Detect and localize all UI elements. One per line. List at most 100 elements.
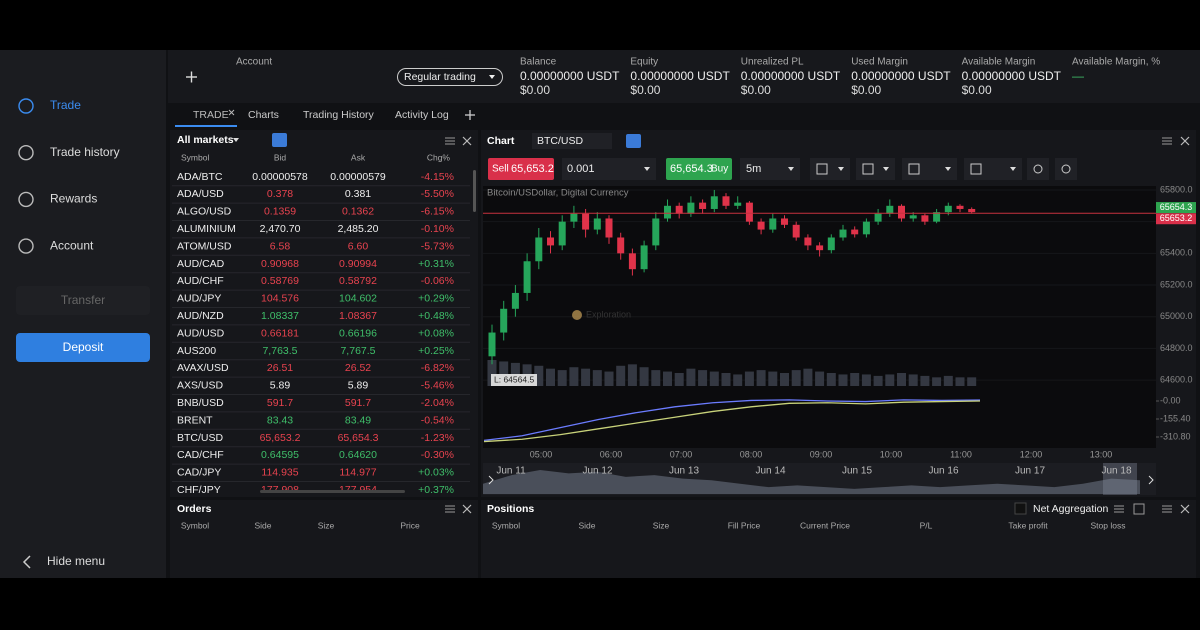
volume-bar: [780, 373, 789, 386]
volume-bar: [932, 377, 942, 386]
bid: 2,470.70: [260, 223, 301, 235]
volume-bar: [499, 361, 509, 386]
stat-value: 0.00000000 USDT: [962, 69, 1062, 83]
column-header: Current Price: [800, 520, 850, 530]
ask: 0.58792: [339, 275, 377, 287]
symbol: AUD/JPY: [177, 293, 221, 305]
ask: 0.1362: [342, 206, 374, 218]
candle-body: [582, 213, 590, 230]
nav-arrow: [1148, 475, 1154, 485]
y-tick-label: 65400.0: [1160, 248, 1193, 258]
buy-button[interactable]: [666, 158, 732, 180]
symbol: AVAX/USD: [177, 362, 229, 374]
tool-button[interactable]: [856, 158, 895, 180]
volume-bar: [920, 375, 930, 386]
tool-icon: [816, 163, 828, 175]
candle-body: [827, 237, 835, 251]
stat-label: Available Margin, %: [1072, 57, 1160, 68]
symbol-input[interactable]: [532, 133, 612, 149]
candle-body: [488, 332, 496, 357]
volume-bar: [826, 373, 836, 386]
x-tick-label: 07:00: [670, 449, 693, 459]
symbol: BTC/USD: [537, 135, 584, 147]
candle-body: [956, 205, 964, 209]
x-tick-label: 05:00: [530, 449, 553, 459]
volume-bar: [967, 377, 977, 386]
candle-body: [839, 229, 847, 238]
change: +0.31%: [418, 258, 454, 270]
bid: 0.64595: [261, 449, 299, 461]
column-header: Size: [318, 520, 335, 530]
bid: 83.43: [267, 414, 293, 426]
change: +0.03%: [418, 467, 454, 479]
stat-label: Available Margin: [962, 57, 1036, 68]
candle-body: [851, 229, 859, 235]
change: -4.15%: [421, 171, 454, 183]
candle-body: [874, 213, 882, 222]
sell-button[interactable]: [488, 158, 554, 180]
volume-bar: [861, 374, 871, 386]
caret: [1010, 167, 1016, 171]
bid: 0.90968: [261, 258, 299, 270]
volume-bar: [955, 377, 965, 386]
deposit-button[interactable]: [16, 333, 150, 362]
column-header: Size: [653, 520, 670, 530]
volume-bar: [581, 368, 591, 386]
checkbox[interactable]: [1014, 502, 1027, 515]
volume-bar: [627, 364, 637, 386]
link-icon[interactable]: [272, 133, 287, 147]
candle-body: [500, 308, 508, 333]
volume-bar: [908, 374, 918, 386]
volume-bar: [733, 374, 743, 386]
symbol: AUD/NZD: [177, 310, 224, 322]
change: -0.10%: [421, 223, 454, 235]
tool-icon: [1061, 164, 1071, 174]
tool-button[interactable]: [810, 158, 850, 180]
volume-bar: [686, 368, 696, 386]
candle-body: [722, 196, 730, 206]
navigator-date: Jun 12: [582, 466, 612, 477]
y-tick-label: 64600.0: [1160, 374, 1193, 384]
navigator-date: Jun 11: [496, 466, 526, 477]
hscrollbar: [260, 490, 405, 493]
bid: 177.908: [261, 484, 299, 496]
sell-price: 65,653.2: [511, 163, 554, 175]
markets-panel: [170, 130, 478, 497]
volume-bar: [534, 365, 544, 386]
navigator-date: Jun 18: [1101, 466, 1131, 477]
symbol: AUD/CHF: [177, 275, 224, 287]
account-label: Account: [236, 57, 272, 68]
tool-button[interactable]: [1027, 158, 1049, 180]
candle-body: [781, 218, 788, 225]
tab: Charts: [248, 109, 279, 121]
market-rows: ADA/BTC 0.00000578 0.00000579 -4.15% ADA/USD…: [172, 171, 470, 496]
interval-select[interactable]: [740, 158, 800, 180]
y-tick-label: -310.80: [1160, 431, 1191, 441]
mode-select[interactable]: [397, 68, 503, 86]
stat-value: 0.00000000 USDT: [630, 69, 730, 83]
ask: 104.602: [339, 293, 377, 305]
ask: 6.60: [348, 240, 369, 252]
low-tag: [491, 374, 537, 386]
transfer-button[interactable]: [16, 286, 150, 315]
hide-menu: Hide menu: [47, 554, 105, 568]
volume-bar: [803, 368, 813, 386]
tab: TRADE: [193, 109, 229, 121]
hide-icon: [22, 555, 31, 569]
caret: [945, 167, 951, 171]
volume-bar: [651, 370, 661, 386]
mode-label: Regular trading: [404, 71, 476, 83]
caret: [788, 167, 794, 171]
symbol: BTC/USD: [177, 432, 224, 444]
tool-button[interactable]: [1055, 158, 1077, 180]
volume-bar: [850, 373, 860, 386]
navigator-date: Jun 15: [842, 466, 872, 477]
candle-body: [862, 221, 870, 235]
scrollbar: [473, 170, 476, 212]
link-icon[interactable]: [626, 134, 641, 148]
qty-input[interactable]: [562, 158, 656, 180]
candle-body: [699, 202, 707, 209]
candle-body: [628, 253, 636, 270]
change: +0.08%: [418, 327, 454, 339]
interval: 5m: [746, 163, 761, 175]
